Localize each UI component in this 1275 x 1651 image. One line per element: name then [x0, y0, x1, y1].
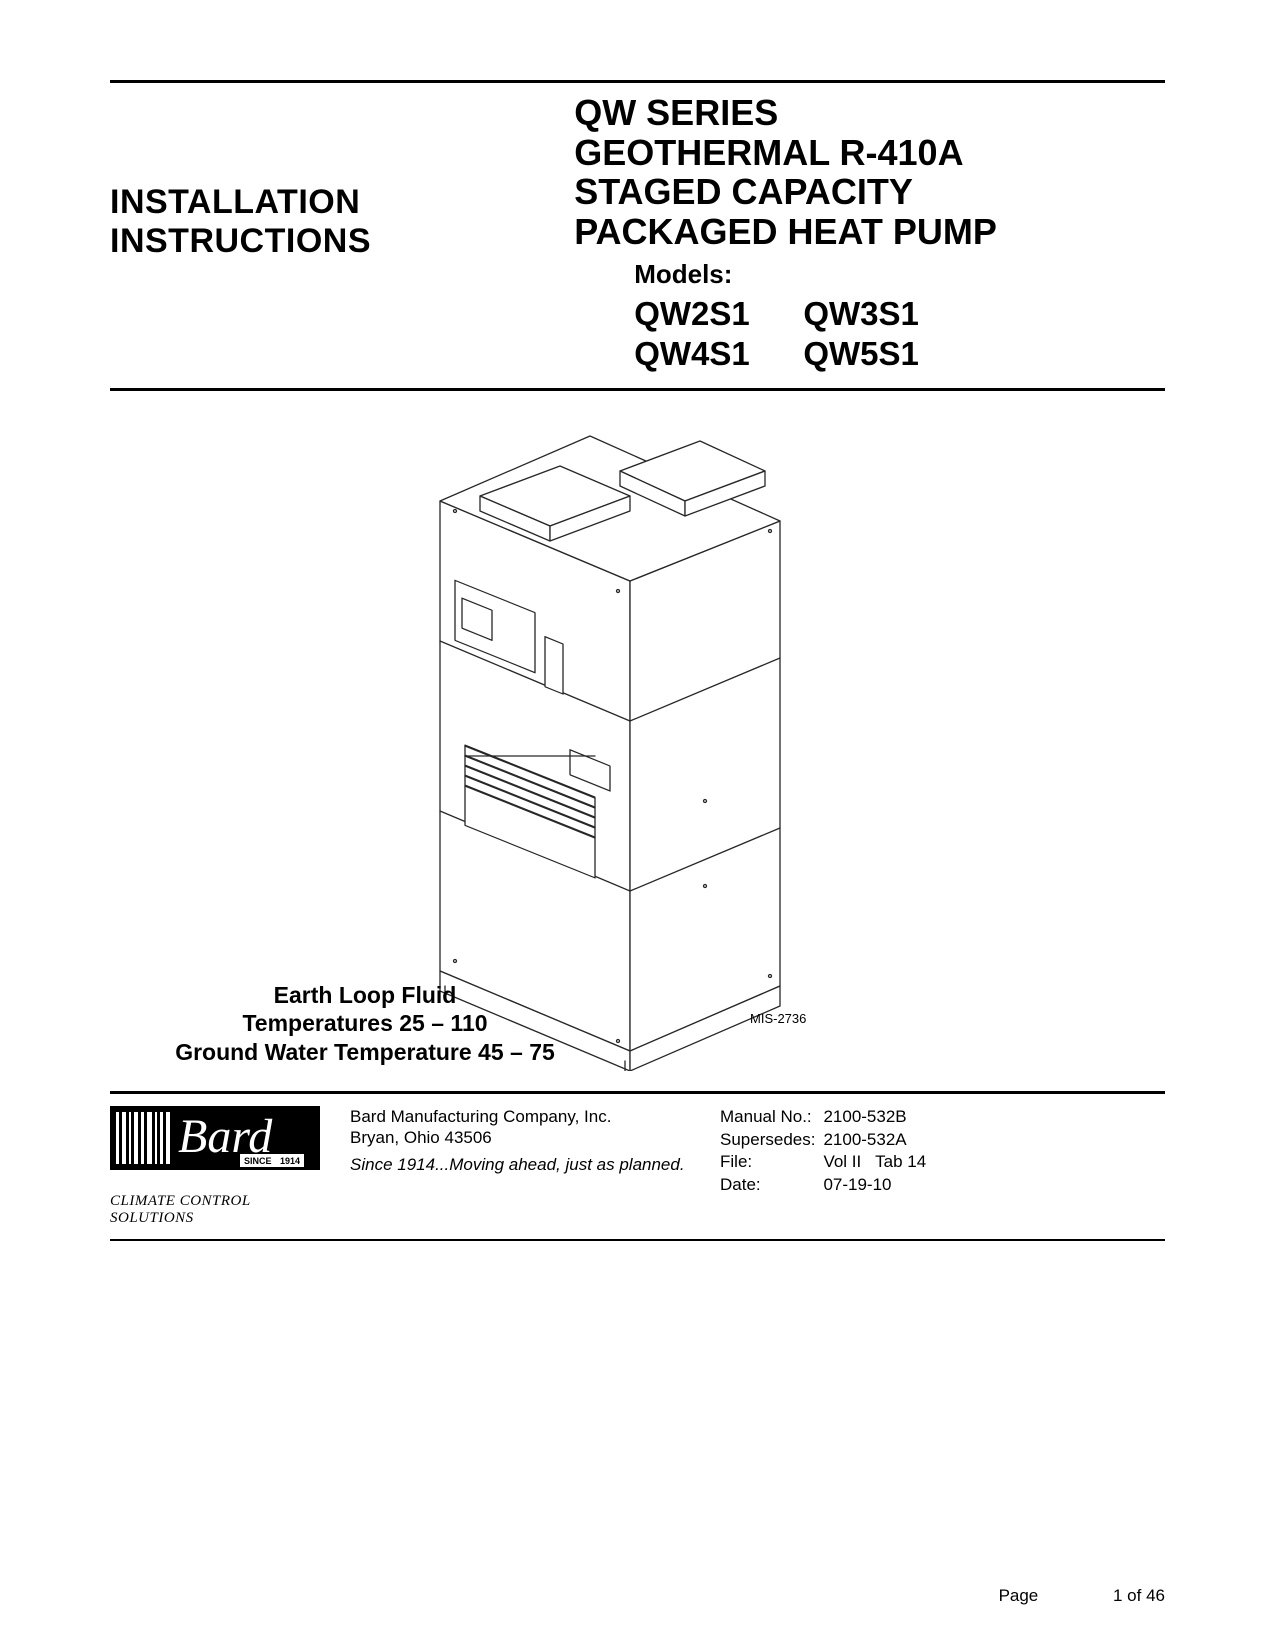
supersedes-label: Supersedes:: [720, 1129, 823, 1152]
company-name: Bard Manufacturing Company, Inc.: [350, 1106, 690, 1127]
header-right: QW SERIES GEOTHERMAL R-410A STAGED CAPAC…: [574, 93, 1165, 374]
spec-line1: Earth Loop Fluid: [140, 981, 590, 1010]
logo-tagline: CLIMATE CONTROL SOLUTIONS: [110, 1193, 320, 1227]
page: INSTALLATION INSTRUCTIONS QW SERIES GEOT…: [0, 0, 1275, 1651]
manual-no-value: 2100-532B: [823, 1106, 934, 1129]
page-label: Page: [999, 1586, 1039, 1606]
company-column: Bard Manufacturing Company, Inc. Bryan, …: [350, 1106, 690, 1227]
date-value: 07-19-10: [823, 1174, 934, 1197]
doc-type-line2: INSTRUCTIONS: [110, 222, 574, 261]
product-title-line2: GEOTHERMAL R-410A: [574, 133, 1165, 173]
model-2: QW3S1: [803, 294, 963, 334]
manual-info-table: Manual No.: 2100-532B Supersedes: 2100-5…: [720, 1106, 934, 1198]
mis-number: MIS-2736: [750, 1011, 806, 1026]
models-list: QW2S1 QW3S1 QW4S1 QW5S1: [634, 294, 1165, 373]
header-left: INSTALLATION INSTRUCTIONS: [110, 93, 574, 261]
mid-rule: [110, 388, 1165, 391]
manual-no-label: Manual No.:: [720, 1106, 823, 1129]
page-footer: Page 1 of 46: [999, 1586, 1165, 1606]
svg-text:SINCE: SINCE: [244, 1156, 272, 1166]
logo-column: Bard SINCE 1914 CLIMATE CONTROL SOLUTION…: [110, 1106, 320, 1227]
illustration-wrap: MIS-2736 Earth Loop Fluid Temperatures 2…: [110, 411, 1165, 1091]
doc-type-line1: INSTALLATION: [110, 183, 574, 222]
file-label: File:: [720, 1151, 823, 1174]
date-label: Date:: [720, 1174, 823, 1197]
supersedes-value: 2100-532A: [823, 1129, 934, 1152]
product-title-line4: PACKAGED HEAT PUMP: [574, 212, 1165, 252]
specification-text: Earth Loop Fluid Temperatures 25 – 110 G…: [140, 981, 590, 1067]
footer-block: Bard SINCE 1914 CLIMATE CONTROL SOLUTION…: [110, 1094, 1165, 1227]
spec-line2: Temperatures 25 – 110: [140, 1009, 590, 1038]
svg-text:1914: 1914: [280, 1156, 300, 1166]
manual-info-column: Manual No.: 2100-532B Supersedes: 2100-5…: [720, 1106, 1165, 1227]
product-title-line1: QW SERIES: [574, 93, 1165, 133]
product-title-line3: STAGED CAPACITY: [574, 172, 1165, 212]
model-3: QW4S1: [634, 334, 794, 374]
file-value: Vol II Tab 14: [823, 1151, 934, 1174]
header-block: INSTALLATION INSTRUCTIONS QW SERIES GEOT…: [110, 83, 1165, 388]
company-city: Bryan, Ohio 43506: [350, 1127, 690, 1148]
logo-since: SINCE: [244, 1156, 272, 1166]
bard-logo: Bard SINCE 1914: [110, 1106, 320, 1186]
page-number: 1 of 46: [1113, 1586, 1165, 1606]
models-label: Models:: [634, 259, 1165, 290]
model-4: QW5S1: [803, 334, 963, 374]
company-tagline: Since 1914...Moving ahead, just as plann…: [350, 1154, 690, 1175]
logo-year: 1914: [280, 1156, 300, 1166]
bottom-rule-2: [110, 1239, 1165, 1241]
heat-pump-illustration: [370, 411, 810, 1071]
spec-line3: Ground Water Temperature 45 – 75: [140, 1038, 590, 1067]
model-1: QW2S1: [634, 294, 794, 334]
